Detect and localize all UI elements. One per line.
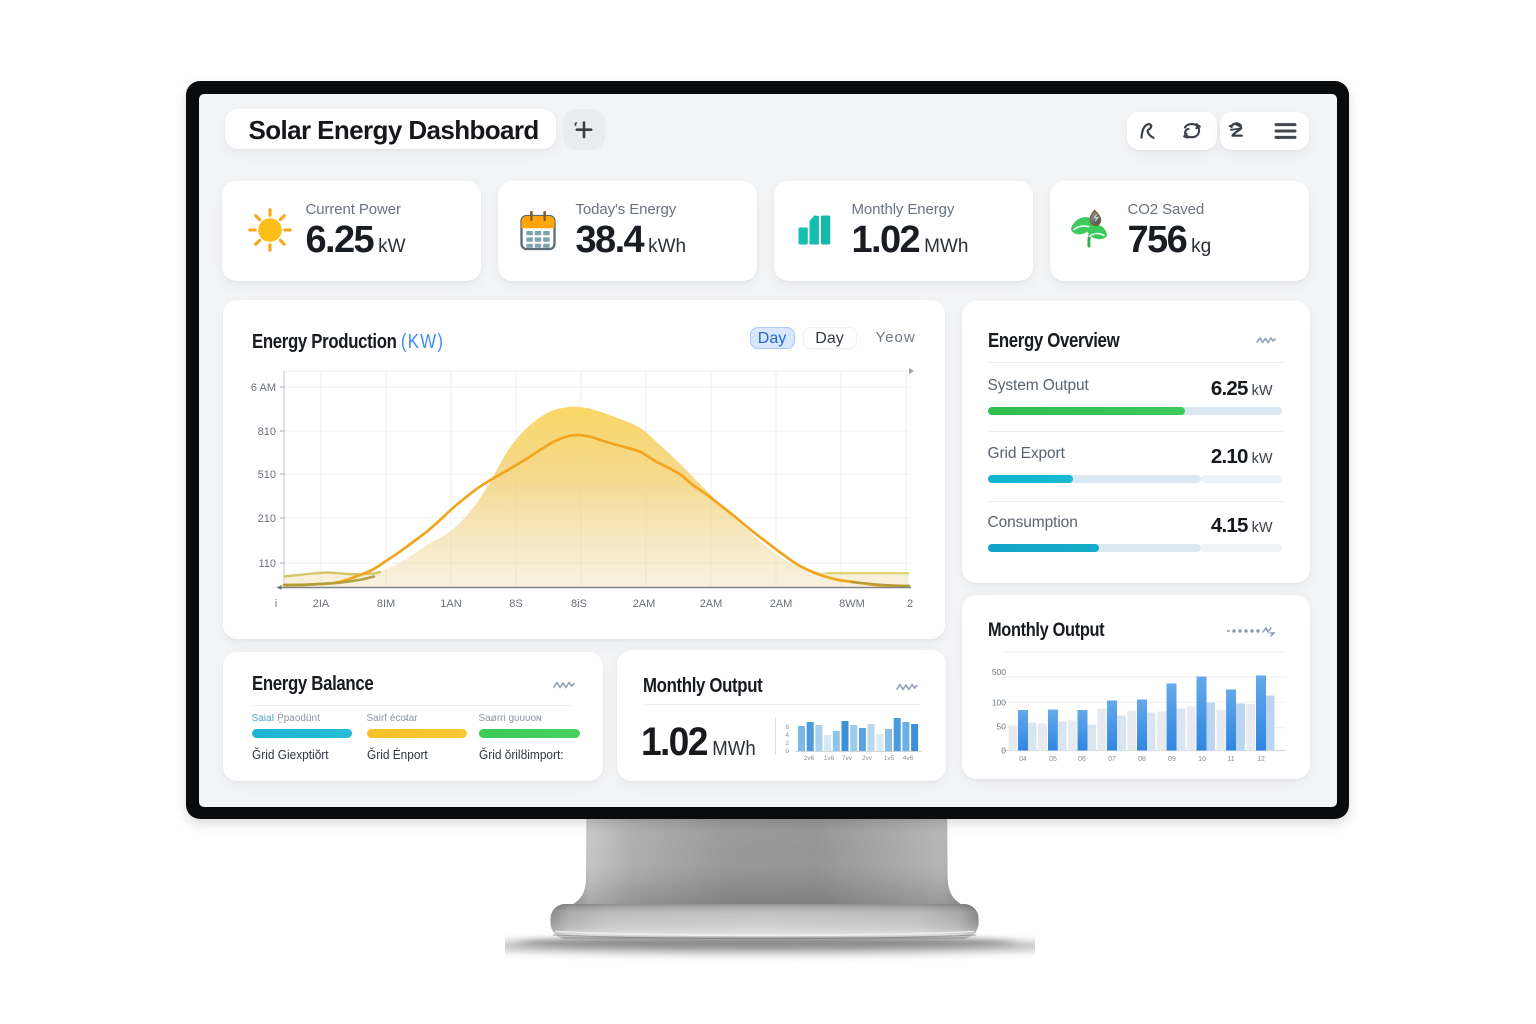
svg-text:4v6: 4v6 bbox=[902, 755, 913, 762]
svg-text:0: 0 bbox=[785, 748, 789, 755]
svg-text:4: 4 bbox=[785, 732, 789, 739]
svg-text:2: 2 bbox=[785, 740, 789, 747]
svg-text:810: 810 bbox=[257, 426, 275, 438]
svg-text:8WM: 8WM bbox=[839, 598, 865, 610]
svg-text:50: 50 bbox=[996, 721, 1006, 731]
svg-text:2IA: 2IA bbox=[312, 598, 329, 610]
svg-text:08: 08 bbox=[1138, 756, 1146, 763]
svg-text:2vv: 2vv bbox=[861, 755, 872, 762]
svg-text:100: 100 bbox=[991, 697, 1005, 707]
svg-text:1AN: 1AN bbox=[440, 598, 461, 610]
svg-text:8S: 8S bbox=[509, 598, 522, 610]
svg-text:500: 500 bbox=[991, 667, 1005, 677]
svg-text:2: 2 bbox=[906, 598, 912, 610]
svg-text:12: 12 bbox=[1257, 756, 1265, 763]
svg-text:i: i bbox=[274, 598, 276, 610]
svg-text:210: 210 bbox=[257, 513, 275, 525]
svg-text:04: 04 bbox=[1019, 756, 1027, 763]
svg-text:7vv: 7vv bbox=[841, 755, 852, 762]
svg-text:11: 11 bbox=[1227, 756, 1234, 763]
svg-text:6: 6 bbox=[785, 724, 789, 731]
svg-text:2AM: 2AM bbox=[699, 598, 722, 610]
svg-text:07: 07 bbox=[1108, 756, 1116, 763]
svg-text:6 AM: 6 AM bbox=[250, 382, 275, 394]
svg-text:8IM: 8IM bbox=[376, 598, 394, 610]
svg-text:510: 510 bbox=[257, 469, 275, 481]
svg-text:1v5: 1v5 bbox=[883, 755, 894, 762]
svg-text:10: 10 bbox=[1198, 756, 1206, 763]
svg-text:110: 110 bbox=[258, 558, 276, 570]
svg-text:05: 05 bbox=[1049, 756, 1057, 763]
svg-text:0: 0 bbox=[1001, 745, 1006, 755]
svg-text:1v6: 1v6 bbox=[823, 755, 834, 762]
svg-text:2v6: 2v6 bbox=[803, 755, 814, 762]
svg-text:8iS: 8iS bbox=[571, 598, 587, 610]
svg-text:06: 06 bbox=[1078, 756, 1086, 763]
svg-text:09: 09 bbox=[1168, 756, 1176, 763]
svg-text:2AM: 2AM bbox=[632, 598, 655, 610]
svg-text:2AM: 2AM bbox=[769, 598, 792, 610]
